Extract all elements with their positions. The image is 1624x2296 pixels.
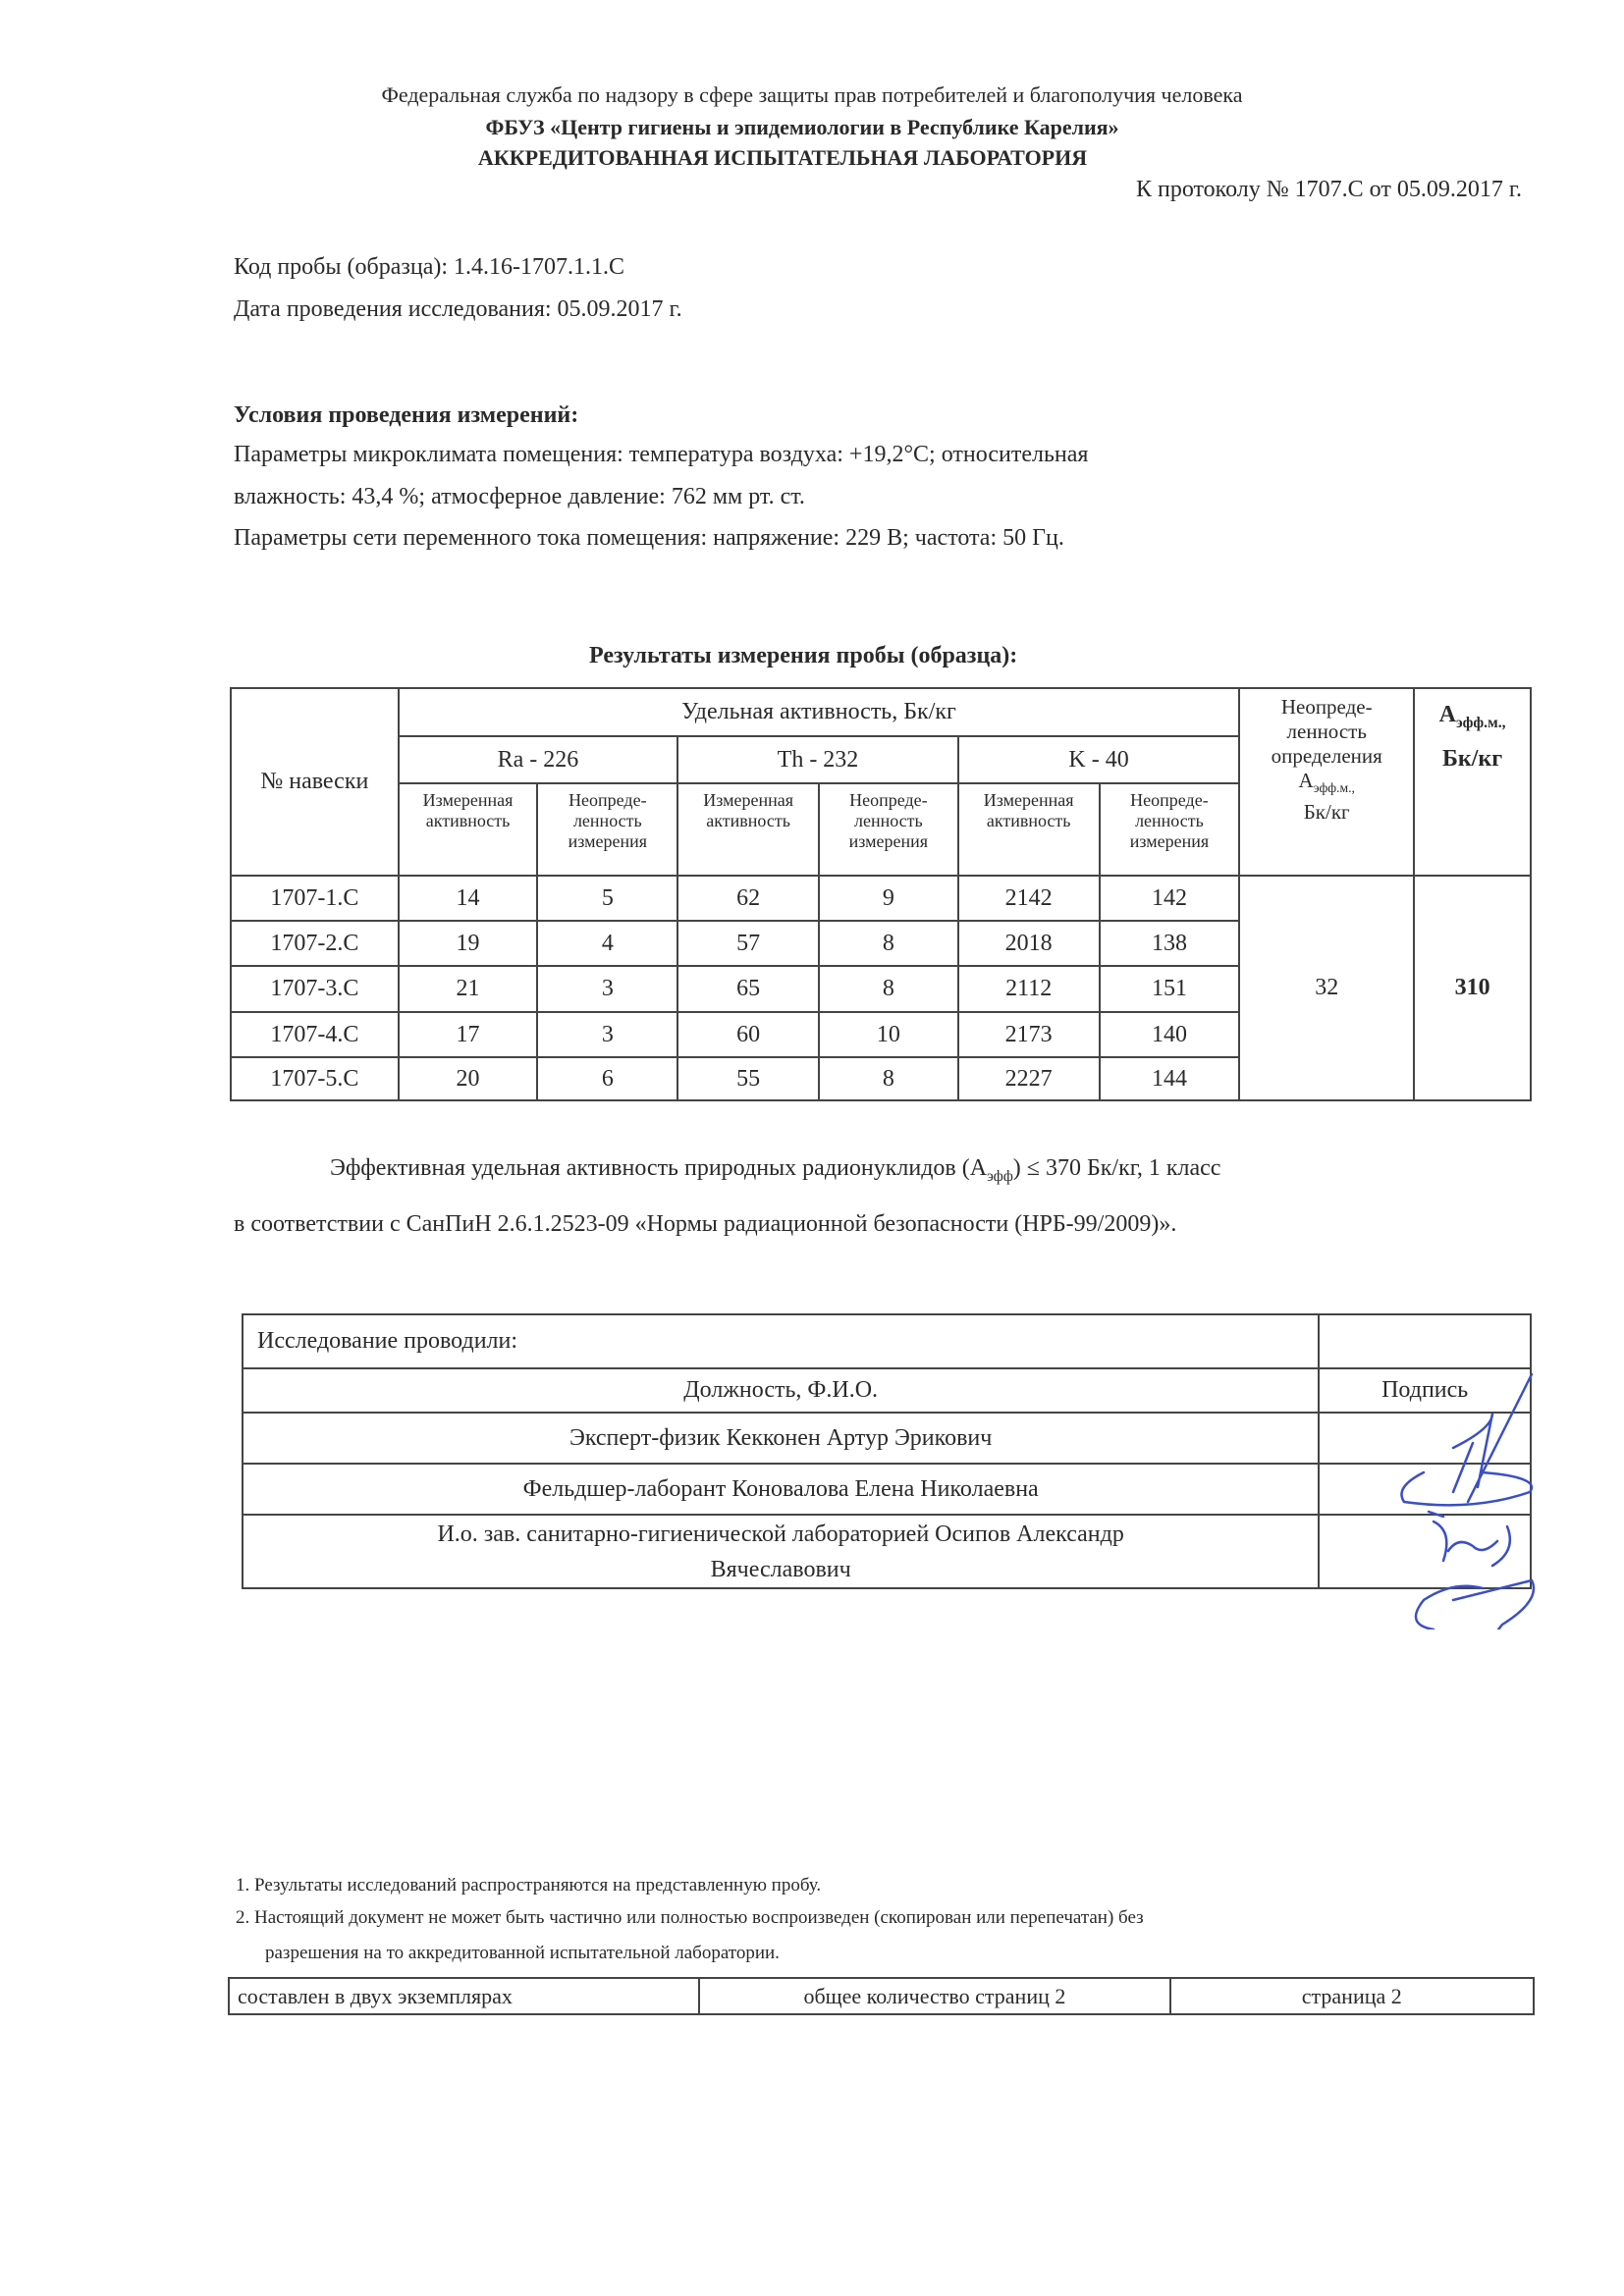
cell-id: 1707-1.С: [230, 875, 400, 922]
cell-ra: 19: [397, 920, 539, 967]
subheader-measured: Измеренная активность: [956, 782, 1101, 877]
header-position: Должность, Ф.И.О.: [241, 1367, 1321, 1414]
cell-id: 1707-3.С: [230, 965, 400, 1013]
page-number: страница 2: [1168, 1977, 1536, 2015]
conditions-line: Параметры сети переменного тока помещени…: [234, 525, 1064, 551]
cell-th: 62: [677, 875, 820, 922]
cell-k: 2142: [956, 875, 1101, 922]
cell-ra-u: 3: [536, 1011, 679, 1058]
conditions-line: влажность: 43,4 %; атмосферное давление:…: [234, 484, 805, 509]
table-row: 1707-4.С 17 3 60 10 2173 140: [230, 1011, 1531, 1058]
cell-th: 60: [677, 1011, 820, 1058]
person-name: И.о. зав. санитарно-гигиенической лабора…: [241, 1514, 1321, 1589]
cell-k-u: 140: [1098, 1011, 1241, 1058]
cell-k: 2112: [956, 965, 1101, 1013]
cell-th: 57: [677, 920, 820, 967]
table-row: 1707-1.С 14 5 62 9 2142 142 32 310: [230, 875, 1532, 1101]
header-signature: Подпись: [1318, 1367, 1532, 1414]
person-name: Эксперт-физик Кекконен Артур Эрикович: [241, 1412, 1321, 1465]
cell-k-u: 138: [1098, 920, 1241, 967]
note: разрешения на то аккредитованной испытат…: [265, 1943, 780, 1963]
cell-k: 2227: [956, 1056, 1101, 1101]
cell-ra-u: 6: [536, 1056, 679, 1101]
table-row: 1707-5.С 20 6 55 8 2227 144: [230, 1056, 1531, 1101]
cell-th-u: 8: [818, 1056, 959, 1101]
copies-info: составлен в двух экземплярах: [227, 1977, 701, 2015]
cell-k: 2173: [956, 1011, 1101, 1058]
conclusion-line: Эффективная удельная активность природны…: [330, 1155, 1221, 1185]
cell-th-u: 10: [818, 1011, 959, 1058]
cell-k-u: 142: [1098, 875, 1241, 922]
cell-th-u: 8: [818, 920, 959, 967]
cell-id: 1707-5.С: [230, 1056, 400, 1101]
signature-2: [1427, 1510, 1512, 1568]
cell-k: 2018: [956, 920, 1101, 967]
sample-code: Код пробы (образца): 1.4.16-1707.1.1.С: [234, 254, 625, 280]
cell-ra: 20: [397, 1056, 539, 1101]
cell-k-u: 151: [1098, 965, 1241, 1013]
cell-aeff-value: 310: [1413, 875, 1532, 1101]
subheader-measured: Измеренная активность: [677, 782, 820, 877]
header-sample-no: № навески: [230, 687, 400, 877]
cell-ra-u: 3: [536, 965, 679, 1013]
note: 2. Настоящий документ не может быть част…: [236, 1907, 1144, 1928]
cell-th-u: 8: [818, 965, 959, 1013]
subheader-uncertainty: Неопреде-ленность измерения: [536, 782, 679, 877]
subheader-measured: Измеренная активность: [397, 782, 539, 877]
footer-table: составлен в двух экземплярах общее колич…: [227, 1977, 1536, 2015]
cell-ra-u: 4: [536, 920, 679, 967]
cell-ra: 21: [397, 965, 539, 1013]
cell-id: 1707-2.С: [230, 920, 400, 967]
organization-name: ФБУЗ «Центр гигиены и эпидемиологии в Ре…: [485, 115, 1119, 139]
subheader-uncertainty: Неопреде-ленность измерения: [818, 782, 959, 877]
header-ra226: Ra - 226: [397, 735, 679, 784]
table-row: 1707-3.С 21 3 65 8 2112 151: [230, 965, 1531, 1013]
cell-id: 1707-4.С: [230, 1011, 400, 1058]
person-name: Фельдшер-лаборант Коновалова Елена Никол…: [241, 1463, 1321, 1516]
cell-ra: 17: [397, 1011, 539, 1058]
header-th232: Th - 232: [677, 735, 959, 784]
cell-uncertainty-value: 32: [1238, 875, 1416, 1101]
results-table: № навески Удельная активность, Бк/кг Нео…: [230, 687, 1532, 1101]
header-aeff: Аэфф.м., Бк/кг: [1413, 687, 1532, 877]
conditions-title: Условия проведения измерений:: [234, 402, 579, 428]
cell-k-u: 144: [1098, 1056, 1241, 1101]
cell-th: 65: [677, 965, 820, 1013]
signature-1: [1400, 1372, 1534, 1507]
handwritten-signatures: [1400, 1372, 1536, 1629]
cell-ra: 14: [397, 875, 539, 922]
header-uncertainty: Неопреде-ленность определения Аэфф.м., Б…: [1238, 687, 1416, 877]
conditions-line: Параметры микроклимата помещения: темпер…: [234, 442, 1089, 467]
lab-name: АККРЕДИТОВАННАЯ ИСПЫТАТЕЛЬНАЯ ЛАБОРАТОРИ…: [477, 145, 1088, 170]
table-row: 1707-2.С 19 4 57 8 2018 138: [230, 920, 1531, 967]
total-pages: общее количество страниц 2: [698, 1977, 1171, 2015]
cell-ra-u: 5: [536, 875, 679, 922]
signatures-table: Исследование проводили: Должность, Ф.И.О…: [241, 1313, 1532, 1589]
cell-th-u: 9: [818, 875, 959, 922]
signatures-title: Исследование проводили:: [241, 1313, 1321, 1369]
protocol-ref: К протоколу № 1707.С от 05.09.2017 г.: [1135, 177, 1522, 202]
header-k40: K - 40: [956, 735, 1241, 784]
cell-th: 55: [677, 1056, 820, 1101]
results-title: Результаты измерения пробы (образца):: [589, 643, 1018, 668]
note: 1. Результаты исследований распространяю…: [236, 1875, 822, 1896]
subheader-uncertainty: Неопреде-ленность измерения: [1098, 782, 1241, 877]
conclusion-line: в соответствии с СанПиН 2.6.1.2523-09 «Н…: [234, 1211, 1177, 1237]
agency-name: Федеральная служба по надзору в сфере за…: [381, 82, 1243, 107]
signature-3: [1414, 1578, 1536, 1629]
study-date: Дата проведения исследования: 05.09.2017…: [234, 296, 682, 322]
header-specific-activity: Удельная активность, Бк/кг: [397, 687, 1241, 737]
